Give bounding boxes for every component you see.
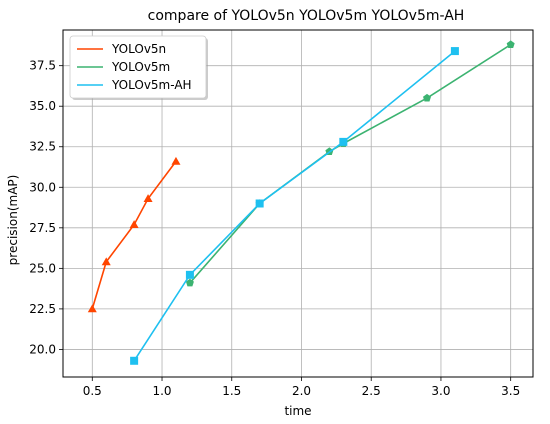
data-point: [185, 278, 194, 287]
y-tick-label: 37.5: [29, 59, 56, 73]
legend: YOLOv5n YOLOv5m YOLOv5m-AH: [69, 35, 208, 100]
x-tick-label: 0.5: [83, 384, 102, 398]
chart-title: compare of YOLOv5n YOLOv5m YOLOv5m-AH: [148, 8, 465, 24]
x-tick-label: 3.5: [501, 384, 520, 398]
data-point: [423, 93, 431, 102]
data-point: [506, 40, 515, 48]
x-axis-label: time: [284, 404, 311, 418]
y-tick-label: 22.5: [29, 302, 56, 316]
y-axis-ticks: 20.0 22.5 25.0 27.5 30.0 32.5 35.0 37.5: [29, 59, 63, 356]
y-tick-label: 27.5: [29, 221, 56, 235]
data-point: [450, 47, 459, 56]
data-point: [130, 356, 139, 365]
series-line: [189, 43, 512, 284]
y-tick-label: 30.0: [29, 180, 56, 194]
series-yolov5m: [185, 40, 515, 287]
y-tick-label: 20.0: [29, 342, 56, 356]
data-point: [185, 270, 194, 279]
data-point: [87, 304, 97, 313]
legend-label: YOLOv5n: [111, 42, 166, 56]
y-tick-label: 25.0: [29, 261, 56, 275]
x-tick-label: 2.5: [362, 384, 381, 398]
series-line: [91, 160, 177, 310]
series-layer: [87, 40, 515, 365]
legend-box: [69, 35, 207, 99]
y-tick-label: 32.5: [29, 140, 56, 154]
x-tick-label: 1.0: [152, 384, 171, 398]
data-point: [171, 156, 181, 165]
x-tick-label: 3.0: [431, 384, 450, 398]
x-axis-ticks: 0.5 1.0 1.5 2.0 2.5 3.0 3.5: [83, 377, 520, 398]
y-axis-label: precision(mAP): [6, 175, 20, 266]
x-tick-label: 1.5: [222, 384, 241, 398]
legend-label: YOLOv5m-AH: [111, 78, 192, 92]
legend-label: YOLOv5m: [111, 60, 170, 74]
x-tick-label: 2.0: [292, 384, 311, 398]
y-tick-label: 35.0: [29, 99, 56, 113]
grid-lines: [63, 30, 533, 377]
data-point: [129, 220, 139, 228]
data-point: [255, 199, 264, 208]
data-point: [339, 137, 348, 146]
data-point: [101, 257, 111, 266]
series-yolov5n: [87, 156, 181, 313]
plot-frame: [62, 29, 534, 378]
series-yolov5m-ah: [130, 47, 459, 365]
data-point: [143, 194, 153, 203]
